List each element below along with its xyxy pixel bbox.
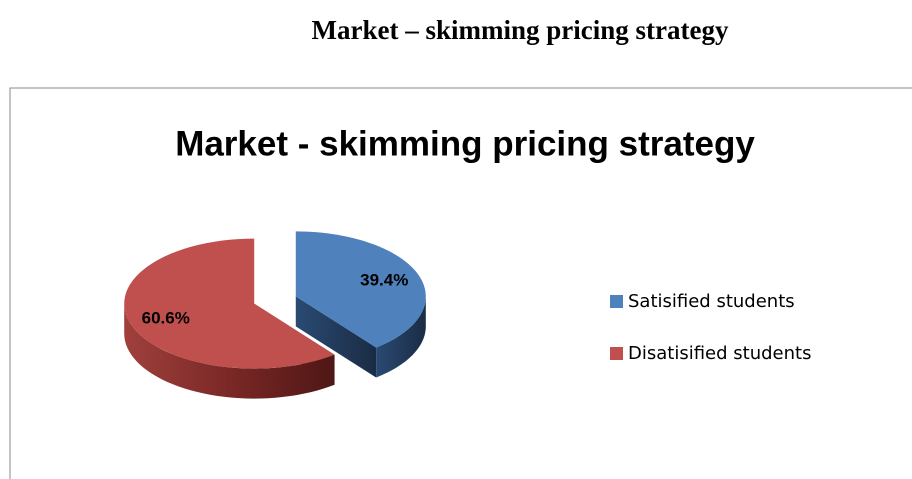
legend-swatch: [610, 295, 623, 308]
slice: [124, 238, 335, 369]
legend: Satisified students Disatisified students: [610, 291, 811, 364]
slice-side: [295, 296, 377, 378]
legend-swatch: [610, 347, 623, 360]
data-label: 60.6%: [142, 308, 190, 327]
data-label: 39.4%: [360, 271, 408, 290]
legend-label: Disatisified students: [628, 343, 811, 364]
slice: [295, 231, 426, 348]
heading: Market – skimming pricing strategy: [312, 15, 729, 45]
slice-side: [124, 303, 335, 399]
legend-label: Satisified students: [628, 291, 795, 312]
pie: 39.4% 60.6%: [124, 231, 426, 399]
chart-title: Market - skimming pricing strategy: [175, 124, 755, 163]
slice-side: [376, 296, 426, 378]
